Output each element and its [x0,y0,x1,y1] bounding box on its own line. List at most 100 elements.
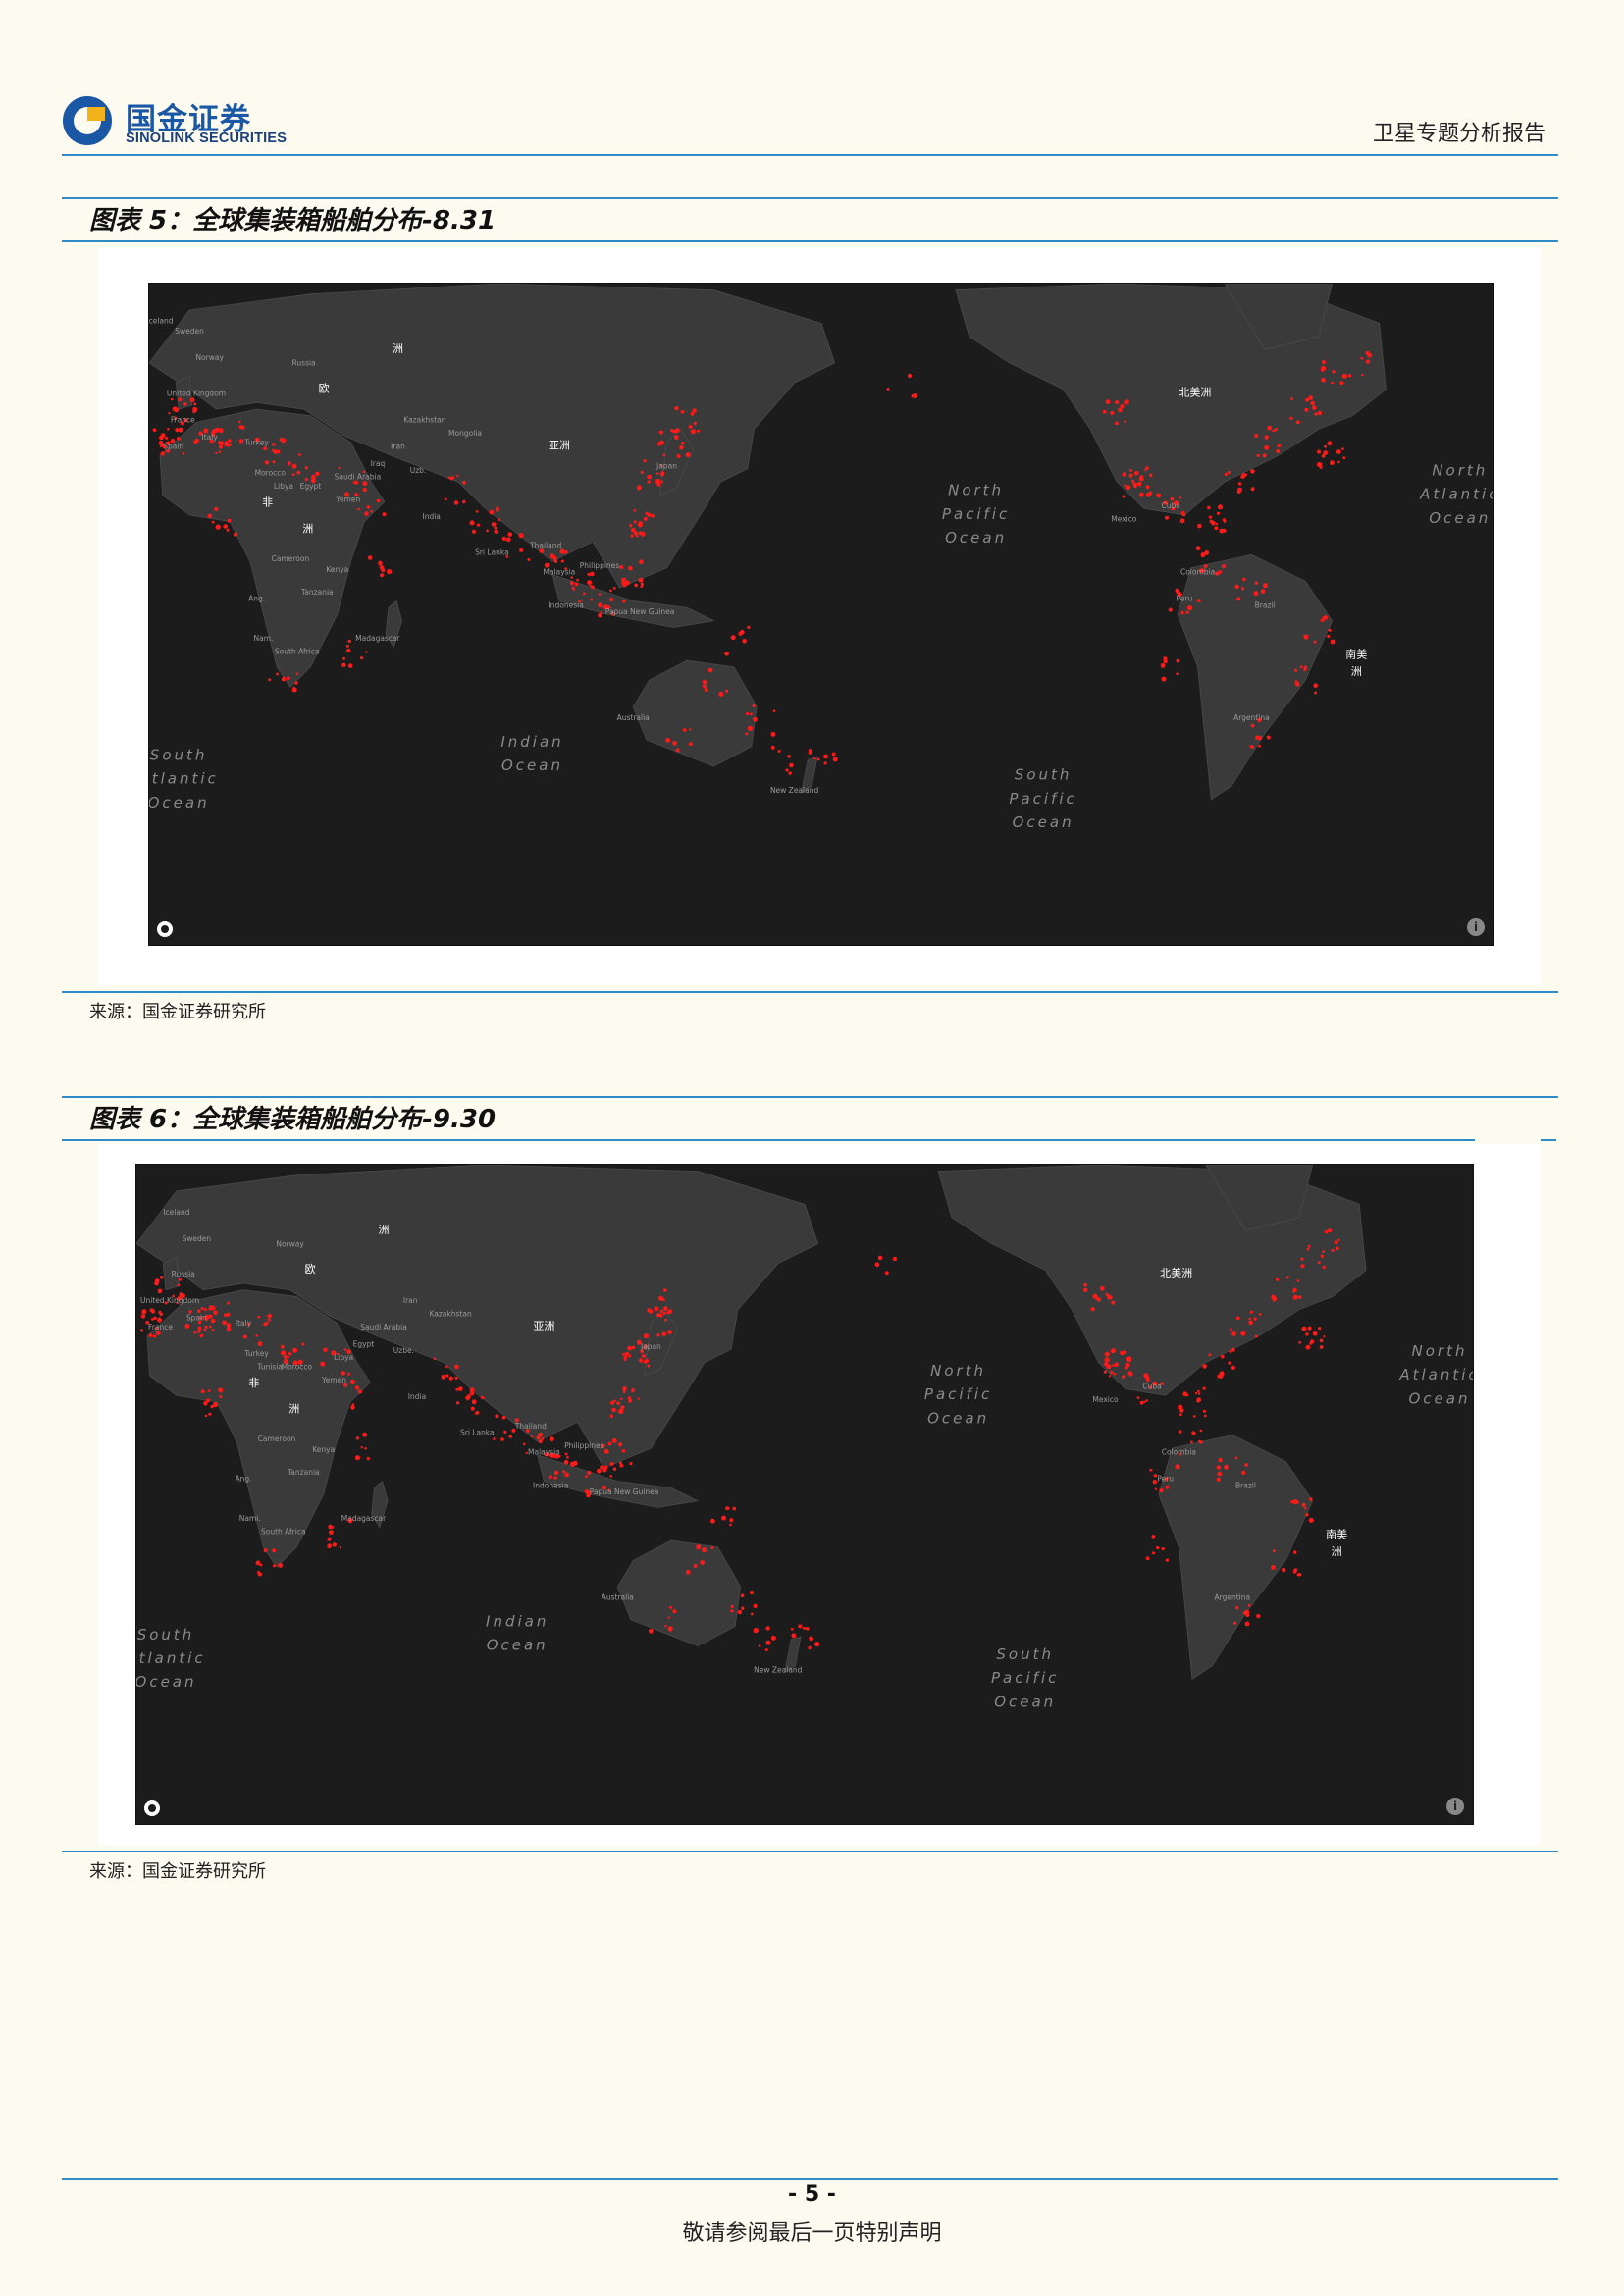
ship-dot [651,514,655,518]
ship-dot [1145,466,1149,470]
ship-dot [1083,1287,1088,1292]
ship-dot [640,582,645,587]
ship-dot [1248,1317,1251,1321]
country-label: Australia [617,713,650,722]
ship-dot [469,1387,475,1393]
ship-dot [203,1328,207,1331]
ship-dot [243,1334,247,1339]
ship-dot [1321,368,1325,372]
figure-5-bottom-rule [62,991,1558,993]
ship-dot [564,567,568,570]
figure-5-title: 图表 5：全球集装箱船舶分布-8.31 [89,206,497,235]
ship-dot [345,644,349,648]
ship-dot [647,512,652,517]
ship-dot [219,444,223,449]
country-label: Madagascar [355,634,400,643]
ship-dot [1241,1470,1246,1475]
ship-dot [656,1333,660,1337]
ship-dot [519,548,524,552]
ship-dot [165,441,171,445]
country-label: Yemen [321,1376,346,1384]
ship-dot [803,1626,807,1630]
continent-label-africa: 非 [262,496,273,509]
ship-dot [338,466,341,470]
ship-dot [1148,473,1153,478]
ship-dot [1336,1246,1339,1251]
ship-dot [327,1543,333,1549]
ship-dot [745,732,749,736]
ship-dot [1112,1364,1115,1367]
ship-dot [1327,441,1333,446]
continent-label-africa: 洲 [302,522,313,535]
ship-dot [291,687,297,693]
ship-dot [469,1390,475,1396]
country-label: Tanzania [287,1468,320,1477]
ship-dot [1164,1477,1169,1482]
ship-dot [1197,1392,1201,1395]
ship-dot [445,1374,449,1378]
ship-dot [553,1476,557,1480]
country-label: Sri Lanka [460,1429,495,1437]
ship-dot [257,1341,263,1347]
ship-dot [690,412,695,416]
country-label: United Kingdom [140,1296,199,1305]
ship-dot [1148,1385,1152,1389]
ship-dot [587,572,591,577]
ship-dot [703,684,707,689]
ship-dot [753,1603,758,1608]
ship-dot [610,611,615,616]
figure-5-title-rule [62,240,1558,242]
header-divider [62,154,1558,156]
ship-dot [576,578,579,582]
ship-dot [287,676,290,680]
ship-dot [501,1415,506,1420]
ship-dot [1295,420,1300,425]
continent-label-europe: 欧 [319,383,330,395]
country-label: Iran [403,1296,418,1305]
ship-dot [1103,1370,1107,1374]
ship-dot [199,1333,204,1338]
ship-dot [587,580,593,586]
ship-dot [707,667,713,673]
ship-dot [1154,1487,1158,1490]
ship-dot [1360,356,1364,360]
sinolink-logo-icon [62,95,113,146]
ship-dot [145,1320,150,1325]
ship-dot [341,1371,345,1376]
ship-dot [505,555,509,558]
ship-dot [1138,483,1141,486]
ship-dot [1175,588,1179,592]
ship-dot [1244,1621,1250,1627]
ship-dot [218,450,222,453]
ship-dot [352,481,356,484]
ship-dot [1240,1331,1246,1336]
ship-dot [148,1333,153,1337]
figure-5-source: 来源：国金证券研究所 [89,1002,266,1022]
ship-dot [1127,1371,1132,1376]
ship-dot [758,1644,761,1647]
ship-dot [1145,1399,1148,1402]
country-label: Australia [602,1593,634,1602]
ship-dot [263,1548,268,1553]
ship-dot [347,1373,351,1376]
ship-dot [737,1609,743,1615]
ship-dot [660,480,664,484]
ship-dot [197,1309,201,1313]
ship-dot [215,451,218,455]
ship-dot [177,437,181,441]
ship-dot [154,1280,159,1286]
ship-dot [1207,505,1211,510]
ocean-label-north-pacific: North [930,1362,986,1380]
ship-dot [281,676,287,682]
ship-dot [347,663,353,668]
ship-dot [685,452,691,458]
ship-dot [328,1524,333,1530]
ship-dot [362,488,367,492]
ship-dot [554,1453,559,1459]
ship-dot [765,1640,771,1645]
country-label: Brazil [1235,1481,1256,1489]
ship-dot [183,418,188,423]
ship-dot [632,1387,635,1391]
ship-dot [204,1316,209,1321]
ship-dot [1322,1265,1326,1269]
